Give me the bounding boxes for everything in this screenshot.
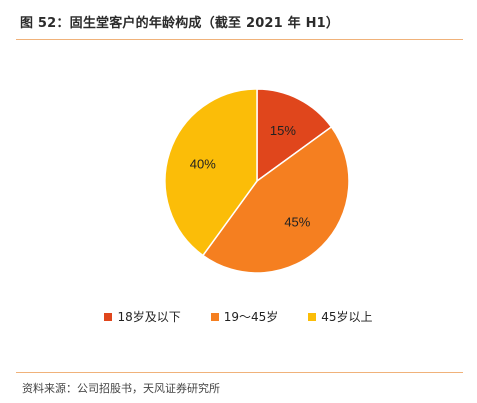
top-divider — [16, 39, 463, 40]
legend-item-2: 45岁以上 — [308, 308, 373, 325]
legend-swatch-0 — [104, 312, 113, 321]
legend-item-1: 19～45岁 — [210, 308, 279, 325]
pie-slice-1 — [201, 125, 350, 274]
legend-swatch-2 — [308, 312, 317, 321]
data-label-2: 40% — [190, 156, 216, 171]
legend: 18岁及以下 19～45岁 45岁以上 — [0, 308, 477, 325]
legend-label-0: 18岁及以下 — [117, 310, 181, 324]
data-label-0: 15% — [270, 123, 296, 138]
bottom-divider — [16, 372, 463, 373]
legend-item-0: 18岁及以下 — [104, 308, 181, 325]
pie-chart: 15% 45% 40% — [164, 88, 350, 274]
pie-slice-0 — [256, 88, 333, 183]
data-label-1: 45% — [284, 214, 310, 229]
pie-slice-2 — [164, 88, 258, 257]
source-note: 资料来源：公司招股书，天风证券研究所 — [22, 382, 220, 395]
chart-title: 图 52：固生堂客户的年龄构成（截至 2021 年 H1） — [20, 16, 340, 31]
legend-swatch-1 — [210, 312, 219, 321]
legend-label-2: 45岁以上 — [321, 310, 373, 324]
legend-label-1: 19～45岁 — [223, 310, 279, 324]
